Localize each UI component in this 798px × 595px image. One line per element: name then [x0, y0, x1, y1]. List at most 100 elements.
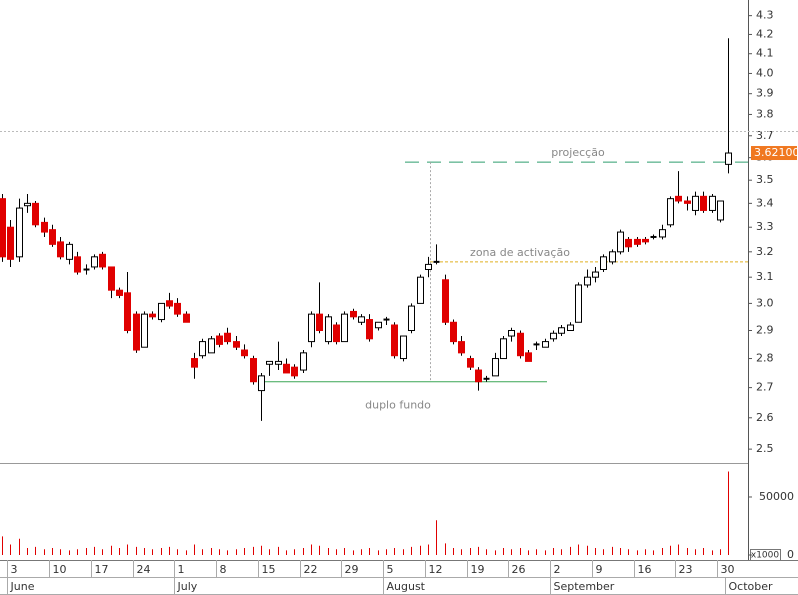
x-tick-label: 29	[345, 563, 359, 576]
y-tick-label: 3.7	[756, 129, 774, 142]
candle-body	[508, 329, 515, 337]
candle-body	[308, 313, 315, 343]
y-tick-label: 3.2	[756, 245, 774, 258]
candle-body	[425, 263, 432, 270]
candle-body	[417, 276, 424, 304]
candle-body	[283, 363, 290, 374]
candle-body	[408, 305, 415, 331]
candle-body	[316, 313, 323, 331]
candle-body	[675, 195, 682, 202]
candle-body	[0, 198, 6, 258]
x-tick-label: 3	[11, 563, 18, 576]
candle-body	[325, 316, 332, 343]
month-label: October	[729, 580, 773, 593]
y-tick-label: 3.9	[756, 87, 774, 100]
candle-body	[250, 358, 257, 383]
candle-body	[575, 284, 582, 323]
x-tick-label: 24	[137, 563, 151, 576]
candle-body	[609, 251, 616, 263]
candle-body	[659, 229, 666, 238]
candle-body	[692, 195, 699, 211]
y-tick-label: 2.5	[756, 442, 774, 455]
candle-body	[199, 341, 206, 357]
y-tick-label: 2.7	[756, 381, 774, 394]
candle-body	[467, 358, 474, 368]
y-tick-label: 3.1	[756, 270, 774, 283]
candle-body	[174, 302, 181, 315]
x-tick-label: 1	[178, 563, 185, 576]
candle-body	[442, 279, 449, 323]
candle-body	[99, 253, 106, 268]
candle-body	[191, 358, 198, 368]
annotation-label: duplo fundo	[365, 399, 431, 412]
x-tick-label: 23	[679, 563, 693, 576]
candle-body	[709, 195, 716, 211]
candle-body	[108, 266, 115, 291]
x-tick-label: 5	[387, 563, 394, 576]
candle-body	[375, 321, 382, 329]
candle-body	[91, 256, 98, 268]
x-tick-label: 15	[262, 563, 276, 576]
candle-body	[291, 366, 298, 377]
candle-body	[7, 226, 14, 260]
candle-body	[500, 338, 507, 360]
x-tick-label: 22	[304, 563, 318, 576]
candle-body	[133, 313, 140, 351]
candle-body	[550, 332, 557, 340]
candle-body	[625, 238, 632, 248]
candle-body	[183, 313, 190, 323]
candle-body	[584, 276, 591, 286]
candle-body	[341, 313, 348, 343]
x-tick-label: 12	[429, 563, 443, 576]
candle-body	[458, 341, 465, 354]
x-tick-label: 2	[554, 563, 561, 576]
month-label: September	[554, 580, 615, 593]
candle-body	[41, 221, 48, 233]
candle-body	[592, 271, 599, 278]
candle-body	[124, 292, 131, 331]
candle-body	[358, 316, 365, 323]
candle-body	[567, 324, 574, 331]
candle-body	[492, 358, 499, 377]
y-tick-label: 3.8	[756, 107, 774, 120]
candle-body	[517, 332, 524, 357]
candle-body	[258, 375, 265, 392]
candle-body	[224, 332, 231, 343]
candle-body	[350, 310, 357, 318]
candle-body	[475, 369, 482, 383]
last-price-badge	[751, 146, 797, 161]
candle-body	[667, 198, 674, 226]
candle-body	[116, 289, 123, 296]
candle-body	[141, 313, 148, 348]
candle-body	[49, 229, 56, 245]
x-tick-label: 9	[596, 563, 603, 576]
candle-body	[266, 360, 273, 365]
y-tick-label: 2.6	[756, 411, 774, 424]
y-tick-label: 3.5	[756, 173, 774, 186]
y-tick-label: 3.0	[756, 296, 774, 309]
candle-body	[24, 202, 31, 207]
candle-body	[208, 338, 215, 354]
candle-body	[717, 200, 724, 221]
candle-body	[275, 360, 282, 365]
month-label: August	[387, 580, 426, 593]
y-tick-label: 2.8	[756, 352, 774, 365]
candle-body	[158, 302, 165, 321]
candle-body	[400, 335, 407, 360]
candle-body	[366, 319, 373, 340]
annotation-label: zona de activação	[470, 246, 570, 259]
candle-body	[525, 352, 532, 362]
volume-tick-label: 50000	[759, 490, 794, 503]
month-label: July	[177, 580, 198, 593]
last-price-label: 3.62100	[754, 146, 798, 159]
candle-body	[216, 335, 223, 345]
candle-body	[617, 231, 624, 253]
y-tick-label: 4.0	[756, 66, 774, 79]
candle-body	[634, 238, 641, 245]
candle-body	[241, 349, 248, 357]
candle-body	[32, 202, 39, 226]
y-tick-label: 4.3	[756, 9, 774, 22]
annotation-label: projecção	[551, 146, 605, 159]
